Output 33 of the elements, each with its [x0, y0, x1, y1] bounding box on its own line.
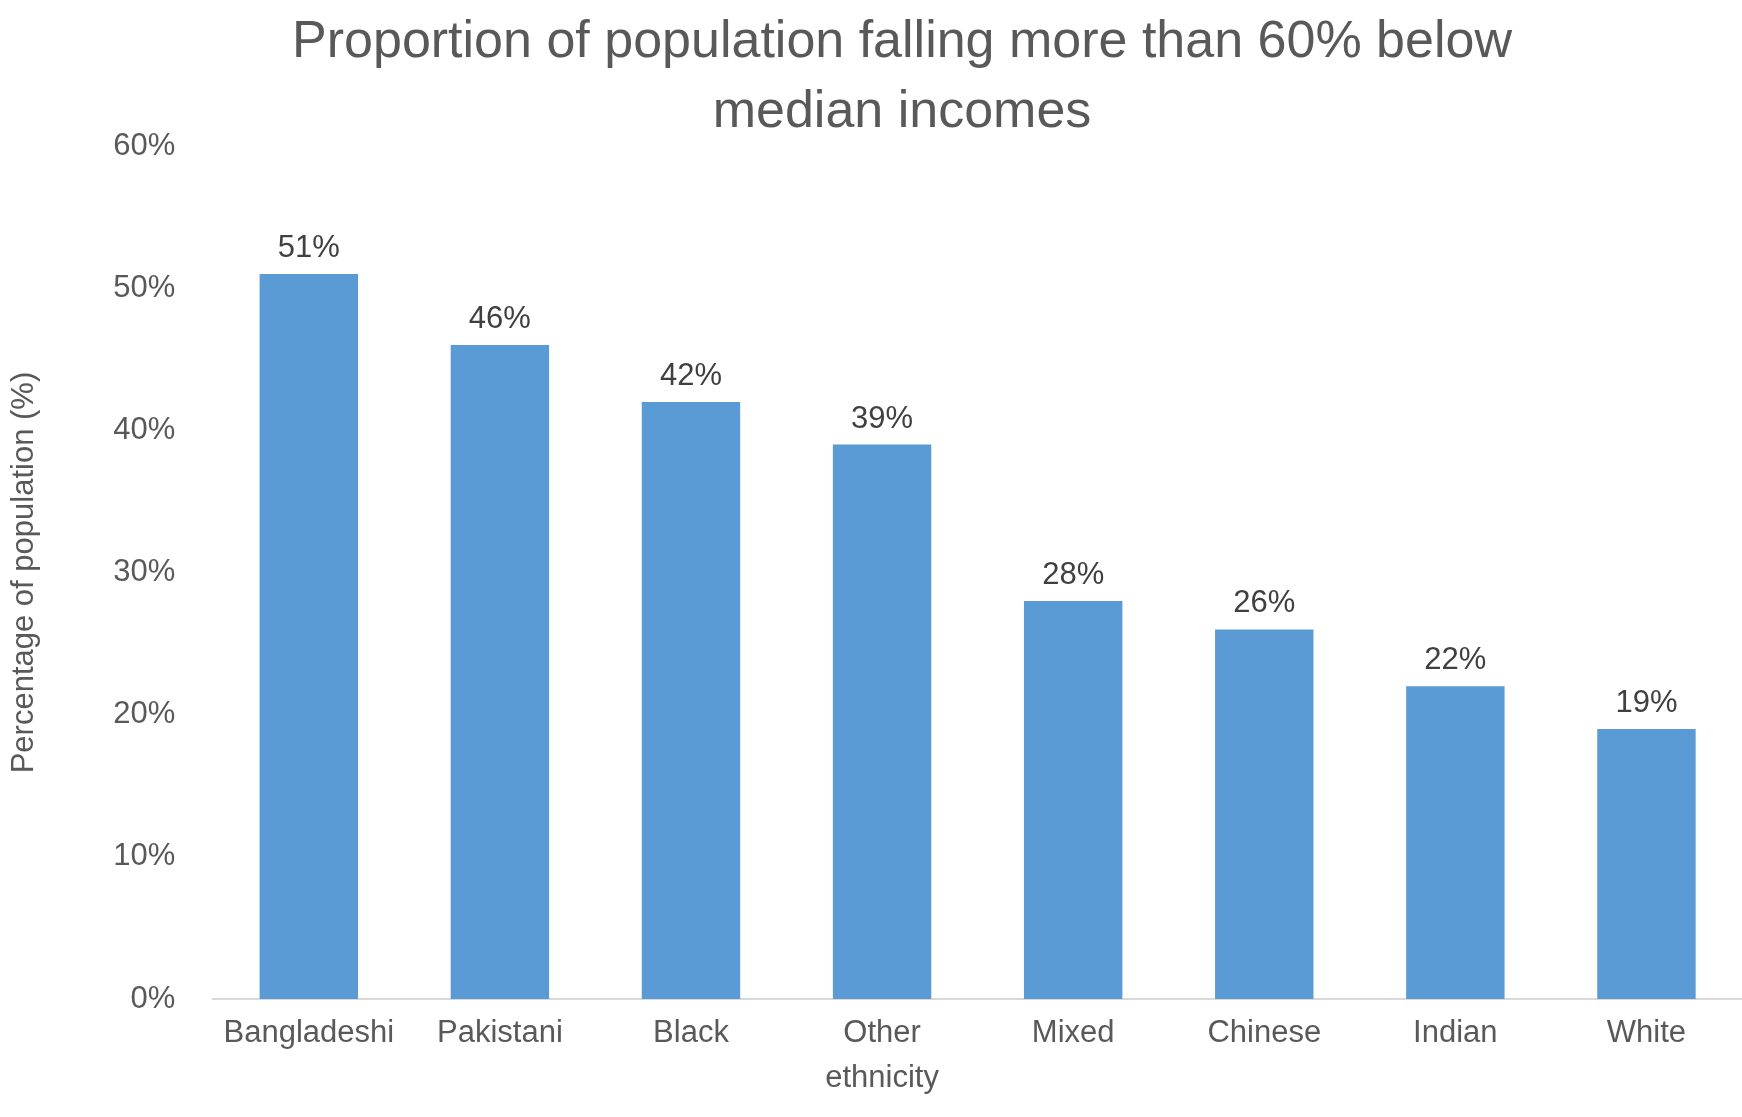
data-label: 19% — [1615, 684, 1678, 719]
y-tick-label: 50% — [113, 268, 176, 304]
bar — [641, 401, 741, 1000]
y-axis-title: Percentage of population (%) — [5, 371, 41, 774]
y-tick-label: 10% — [113, 837, 176, 873]
bar — [1023, 600, 1123, 1000]
data-label: 51% — [277, 229, 340, 265]
y-tick-label: 0% — [130, 979, 176, 1015]
x-tick-label: Black — [653, 1014, 730, 1050]
data-label: 42% — [659, 356, 722, 392]
x-tick-label: White — [1606, 1014, 1687, 1050]
y-tick-label: 20% — [113, 695, 176, 731]
bar — [450, 345, 550, 1000]
x-tick-label: Indian — [1413, 1014, 1498, 1050]
data-label: 46% — [468, 300, 531, 336]
bar — [1597, 728, 1696, 1000]
y-tick-label: 60% — [113, 126, 176, 162]
data-label: 22% — [1424, 641, 1487, 677]
bar — [1215, 629, 1314, 1000]
y-tick-label: 30% — [113, 553, 176, 589]
data-label: 28% — [1042, 556, 1105, 592]
x-tick-label: Other ethnicity — [825, 1014, 940, 1095]
bar — [1406, 686, 1505, 1000]
data-label: 26% — [1233, 584, 1296, 620]
x-tick-label: Chinese — [1207, 1014, 1322, 1050]
bar — [832, 444, 932, 1000]
data-label: 39% — [851, 399, 914, 435]
x-tick-label: Bangladeshi — [223, 1014, 395, 1050]
x-tick-label: Pakistani — [436, 1014, 563, 1050]
y-tick-label: 40% — [113, 410, 176, 446]
chart-title: Proportion of population falling more than 60% below median incomes — [291, 9, 1513, 140]
x-tick-label: Mixed — [1031, 1014, 1115, 1050]
bar — [259, 273, 358, 1000]
